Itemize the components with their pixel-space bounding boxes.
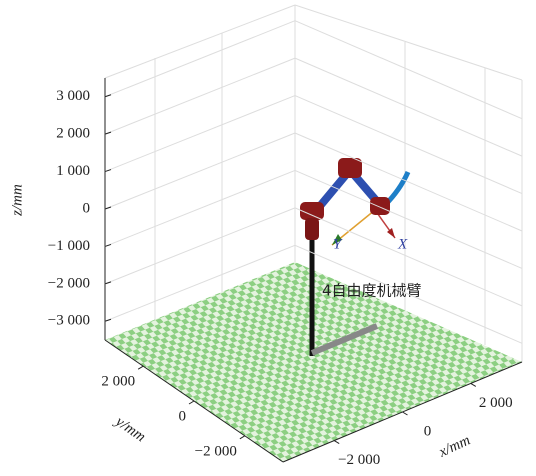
x-tick-label: 0	[424, 423, 432, 439]
z-tick-label: −3 000	[48, 313, 90, 329]
tick-mark	[189, 401, 194, 404]
tick-mark	[240, 436, 245, 439]
z-tick-label: −1 000	[48, 238, 90, 254]
x-axis-label: x/mm	[436, 432, 473, 461]
tick-mark	[334, 441, 339, 444]
chart: 4自由度机械臂 X Y z/mm y/mm x/mm 3 000 2 000 1 0…	[0, 0, 536, 471]
frame-label: X	[397, 236, 408, 252]
grid-line	[105, 208, 295, 284]
grid-line	[105, 58, 295, 134]
tick-mark	[138, 366, 143, 369]
x-tick-label: −2 000	[338, 452, 380, 468]
grid-line	[105, 133, 295, 209]
z-tick-label: 3 000	[56, 88, 90, 104]
y-tick-label: 2 000	[101, 374, 135, 390]
grid-line	[105, 96, 295, 172]
z-tick-label: 1 000	[56, 163, 90, 179]
grid-line	[295, 21, 522, 119]
frame-label: Y	[333, 236, 343, 252]
y-tick-label: 0	[179, 408, 187, 424]
z-tick-label: 0	[83, 200, 91, 216]
tick-mark	[403, 412, 408, 415]
annotation: 4自由度机械臂	[322, 282, 422, 300]
z-axis-label: z/mm	[9, 184, 25, 217]
grid-line	[105, 21, 295, 97]
grid-line	[295, 96, 522, 194]
x-tick-label: 2 000	[479, 395, 513, 411]
z-tick-label: 2 000	[56, 126, 90, 142]
y-tick-label: −2 000	[195, 443, 237, 459]
grid-line	[295, 133, 522, 231]
grid-line	[295, 170, 522, 268]
y-axis-label: y/mm	[111, 413, 149, 446]
grid-line	[105, 170, 295, 246]
grid-line	[295, 58, 522, 156]
z-tick-label: −2 000	[48, 275, 90, 291]
tick-mark	[471, 383, 476, 386]
